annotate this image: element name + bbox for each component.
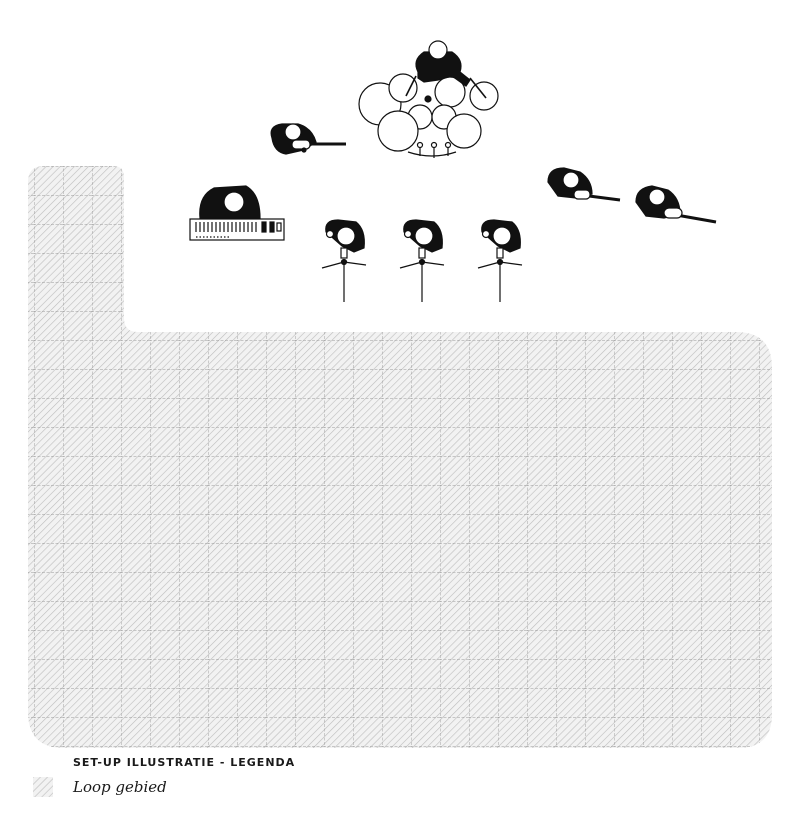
drum-kit <box>358 73 499 158</box>
drummer <box>358 40 499 158</box>
vocalist-2 <box>399 219 445 302</box>
legend-label: Loop gebied <box>73 778 167 796</box>
hatched-swatch-icon <box>33 777 53 797</box>
keyboardist <box>189 185 285 241</box>
guitarist-right <box>547 167 621 202</box>
mic-stand <box>321 247 367 302</box>
vocalist-1 <box>321 219 367 302</box>
keyboard <box>189 218 285 241</box>
guitarist-left <box>270 123 346 155</box>
walking-area <box>28 166 772 748</box>
bassist <box>635 185 717 224</box>
vocalist-3 <box>477 219 523 302</box>
mic-stand <box>399 247 445 302</box>
legend-item-walking-area: Loop gebied <box>33 777 167 797</box>
mic-stand <box>477 247 523 302</box>
legend-title: SET-UP ILLUSTRATIE - LEGENDA <box>73 756 296 769</box>
